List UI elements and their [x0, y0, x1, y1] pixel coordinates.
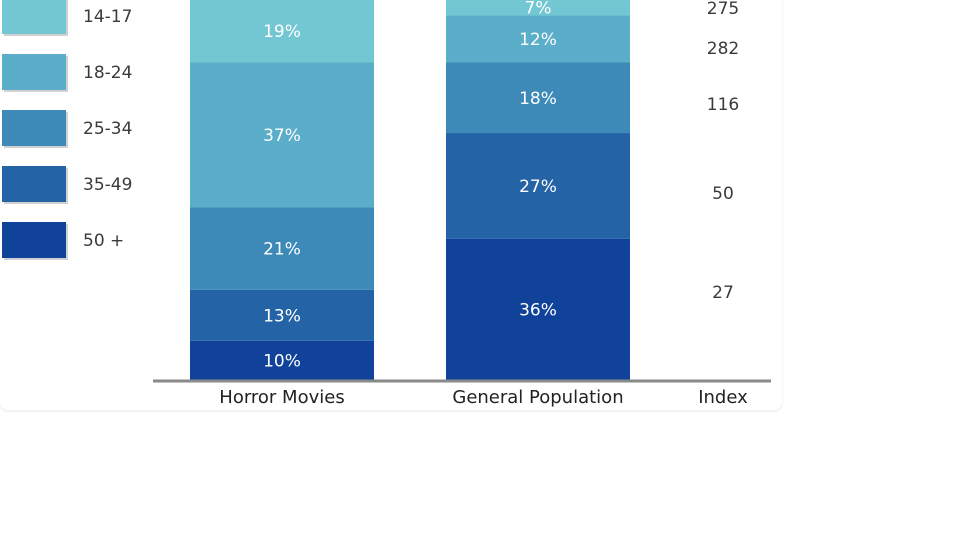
category-label-general-population: General Population — [452, 387, 623, 408]
bar-general-population-50 — [446, 238, 630, 380]
data-label-general-population-14-17: 7% — [525, 0, 552, 19]
bar-horror-movies-35-49 — [190, 289, 374, 341]
legend-swatch-35-49 — [2, 166, 66, 202]
legend-swatch-50 — [2, 222, 66, 258]
legend-label-50: 50 + — [83, 231, 124, 251]
index-value-25-34: 116 — [707, 95, 739, 115]
data-label-general-population-35-49: 27% — [519, 177, 557, 197]
bar-general-population-18-24 — [446, 15, 630, 63]
legend-label-25-34: 25-34 — [83, 119, 132, 139]
category-label-horror-movies: Horror Movies — [219, 387, 344, 408]
bar-horror-movies-18-24 — [190, 62, 374, 208]
index-column-label: Index — [698, 387, 748, 408]
bar-general-population-14-17 — [446, 0, 630, 16]
chart-panel — [0, 0, 782, 410]
data-label-horror-movies-14-17: 19% — [263, 22, 301, 42]
data-label-horror-movies-25-34: 21% — [263, 240, 301, 260]
index-value-18-24: 282 — [707, 39, 739, 59]
bar-general-population-35-49 — [446, 133, 630, 239]
legend-swatch-18-24 — [2, 54, 66, 90]
index-value-50: 27 — [712, 283, 734, 303]
bar-horror-movies-25-34 — [190, 207, 374, 290]
legend-label-18-24: 18-24 — [83, 63, 132, 83]
legend-swatch-14-17 — [2, 0, 66, 34]
bar-horror-movies-14-17 — [190, 0, 374, 63]
index-value-35-49: 50 — [712, 184, 734, 204]
bar-horror-movies-50 — [190, 340, 374, 380]
data-label-horror-movies-35-49: 13% — [263, 306, 301, 326]
legend-swatch-25-34 — [2, 110, 66, 146]
data-label-general-population-50: 36% — [519, 300, 557, 320]
data-label-general-population-18-24: 12% — [519, 30, 557, 50]
data-label-general-population-25-34: 18% — [519, 89, 557, 109]
data-label-horror-movies-18-24: 37% — [263, 126, 301, 146]
index-value-14-17: 275 — [707, 0, 739, 19]
legend-label-35-49: 35-49 — [83, 175, 132, 195]
bar-general-population-25-34 — [446, 62, 630, 134]
data-label-horror-movies-50: 10% — [263, 351, 301, 371]
legend-label-14-17: 14-17 — [83, 7, 132, 27]
